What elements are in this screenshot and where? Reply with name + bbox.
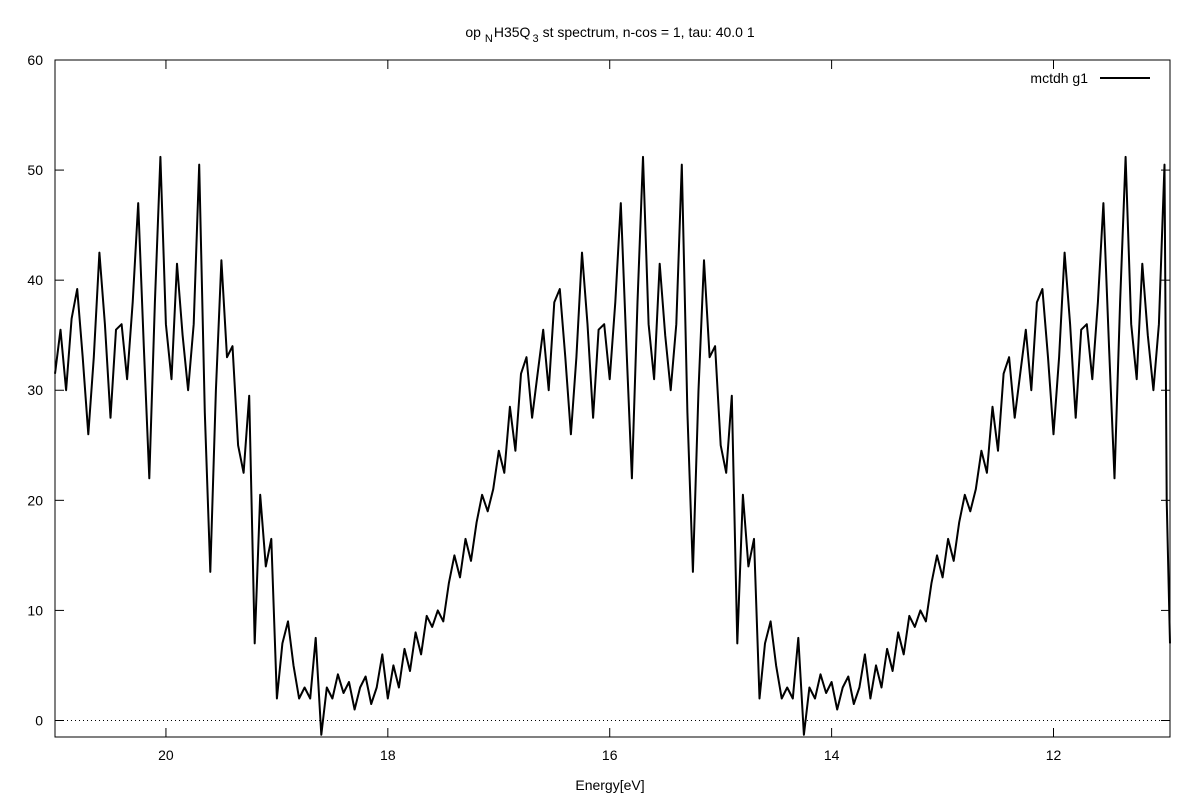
y-tick-label: 40 — [27, 272, 43, 288]
title-subscript-1: N — [485, 33, 493, 45]
title-subscript-2: 3 — [532, 33, 538, 45]
x-tick-label: 12 — [1046, 747, 1062, 763]
x-axis-label: Energy[eV] — [575, 777, 644, 793]
x-tick-label: 20 — [158, 747, 174, 763]
plot-frame — [54, 59, 1171, 738]
y-tick-label: 60 — [27, 52, 43, 68]
y-tick-label: 0 — [35, 712, 43, 728]
y-tick-label: 20 — [27, 492, 43, 508]
x-tick-label: 16 — [602, 747, 618, 763]
x-tick-label: 18 — [380, 747, 396, 763]
y-tick-label: 10 — [27, 602, 43, 618]
series-line-1 — [54, 155, 1171, 736]
legend: mctdh g1 — [1030, 70, 1150, 86]
y-tick-label: 50 — [27, 162, 43, 178]
x-tick-label: 14 — [824, 747, 840, 763]
y-tick-label: 30 — [27, 382, 43, 398]
plot-area: 0 10 20 30 40 50 60 20 18 16 14 12 — [27, 52, 1171, 763]
legend-label: mctdh g1 — [1030, 70, 1088, 86]
